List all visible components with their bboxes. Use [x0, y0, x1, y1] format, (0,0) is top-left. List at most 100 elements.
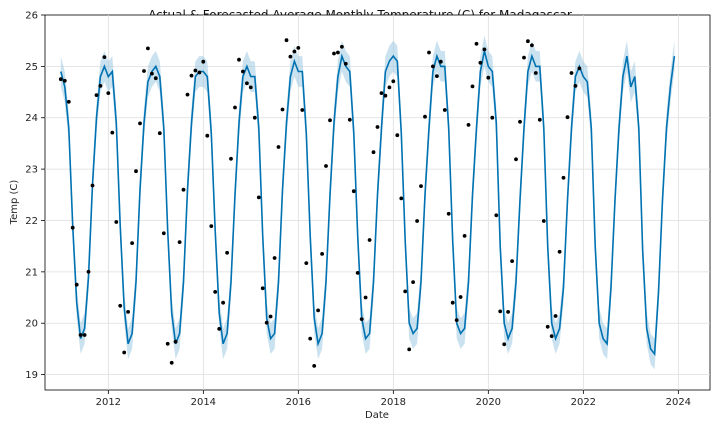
actual-point: [359, 317, 364, 321]
actual-point: [126, 310, 130, 314]
x-tick-label: 2014: [191, 397, 216, 408]
y-axis-label: Temp (C): [9, 180, 20, 226]
actual-point: [114, 220, 119, 224]
actual-point: [533, 71, 538, 75]
actual-point: [423, 114, 427, 119]
actual-point: [94, 93, 99, 97]
y-tick-label: 21: [25, 267, 38, 278]
actual-point: [391, 79, 396, 84]
actual-point: [308, 336, 313, 341]
actual-point: [70, 225, 75, 230]
actual-point: [201, 59, 206, 64]
actual-point: [62, 78, 67, 83]
actual-point: [229, 156, 233, 161]
actual-point: [288, 54, 293, 59]
actual-point: [518, 119, 522, 124]
actual-point: [102, 55, 107, 59]
actual-point: [506, 310, 510, 314]
actual-point: [442, 108, 447, 112]
actual-point: [74, 282, 79, 287]
actual-point: [367, 238, 372, 242]
actual-point: [343, 61, 348, 66]
actual-point: [435, 74, 439, 78]
forecast-line: [60, 50, 676, 357]
axis-ticks: 2012 2014 2016 2018 2020 2022 2024 19 20 21 22 23 24…: [25, 11, 691, 409]
actual-point: [537, 117, 542, 122]
actual-point: [454, 318, 459, 322]
x-tick-label: 2018: [381, 397, 406, 408]
actual-point: [237, 57, 241, 62]
actual-point: [78, 333, 83, 337]
actual-point: [466, 123, 471, 127]
y-tick-label: 25: [25, 62, 38, 73]
actual-point: [142, 69, 146, 73]
actual-point: [130, 241, 135, 246]
actual-point: [280, 107, 285, 112]
y-tick-label: 20: [25, 319, 38, 330]
actual-point: [490, 115, 495, 120]
actual-point: [431, 64, 435, 69]
actual-point: [427, 50, 431, 55]
actual-point: [407, 347, 412, 352]
actual-point: [157, 131, 162, 136]
actual-point: [438, 59, 443, 64]
actual-point: [498, 309, 503, 314]
actual-point: [541, 219, 546, 223]
actual-point: [161, 231, 166, 236]
actual-point: [415, 219, 419, 223]
x-tick-label: 2020: [476, 397, 501, 408]
actual-point: [573, 84, 578, 88]
actual-point: [193, 68, 198, 73]
actual-point: [324, 164, 328, 168]
actual-point: [82, 333, 87, 337]
actual-point: [565, 115, 570, 120]
actual-point: [312, 364, 317, 368]
actual-point: [403, 289, 408, 294]
actual-point: [122, 350, 127, 355]
actual-point: [320, 252, 324, 256]
actual-point: [292, 49, 297, 54]
actual-point: [363, 295, 368, 300]
actual-point: [197, 70, 202, 75]
actual-point: [106, 91, 111, 95]
actual-point: [217, 327, 222, 331]
x-axis-label: Date: [365, 410, 389, 421]
actual-point: [213, 290, 218, 294]
actual-point: [58, 77, 63, 82]
actual-point: [387, 85, 392, 90]
actual-point: [146, 46, 150, 51]
y-tick-label: 23: [25, 165, 38, 176]
actual-point: [569, 71, 574, 75]
actual-point: [185, 92, 190, 97]
actual-point: [245, 81, 249, 86]
actual-point: [332, 51, 336, 56]
actual-point: [177, 240, 182, 245]
actual-point: [450, 300, 455, 305]
actual-point: [268, 314, 273, 319]
actual-point: [165, 341, 170, 346]
actual-point: [355, 271, 360, 275]
x-tick-label: 2022: [571, 397, 596, 408]
actual-point: [169, 360, 174, 365]
actual-point: [150, 71, 154, 76]
actual-point: [189, 73, 194, 78]
actual-point: [233, 105, 237, 110]
actual-point: [264, 320, 269, 325]
actual-point: [66, 99, 71, 104]
actual-point: [225, 250, 230, 255]
actual-point: [153, 76, 158, 81]
actual-point: [209, 224, 214, 229]
actual-point: [577, 66, 582, 71]
actual-point: [526, 39, 530, 44]
actual-point: [256, 195, 261, 200]
y-tick-label: 24: [25, 113, 38, 124]
actual-point: [553, 314, 558, 318]
actual-point: [351, 189, 356, 194]
actual-point: [241, 69, 245, 74]
actual-point: [419, 184, 423, 189]
actual-point: [462, 234, 467, 238]
actual-point: [304, 261, 309, 265]
x-tick-label: 2016: [286, 397, 311, 408]
actual-point: [221, 300, 226, 305]
